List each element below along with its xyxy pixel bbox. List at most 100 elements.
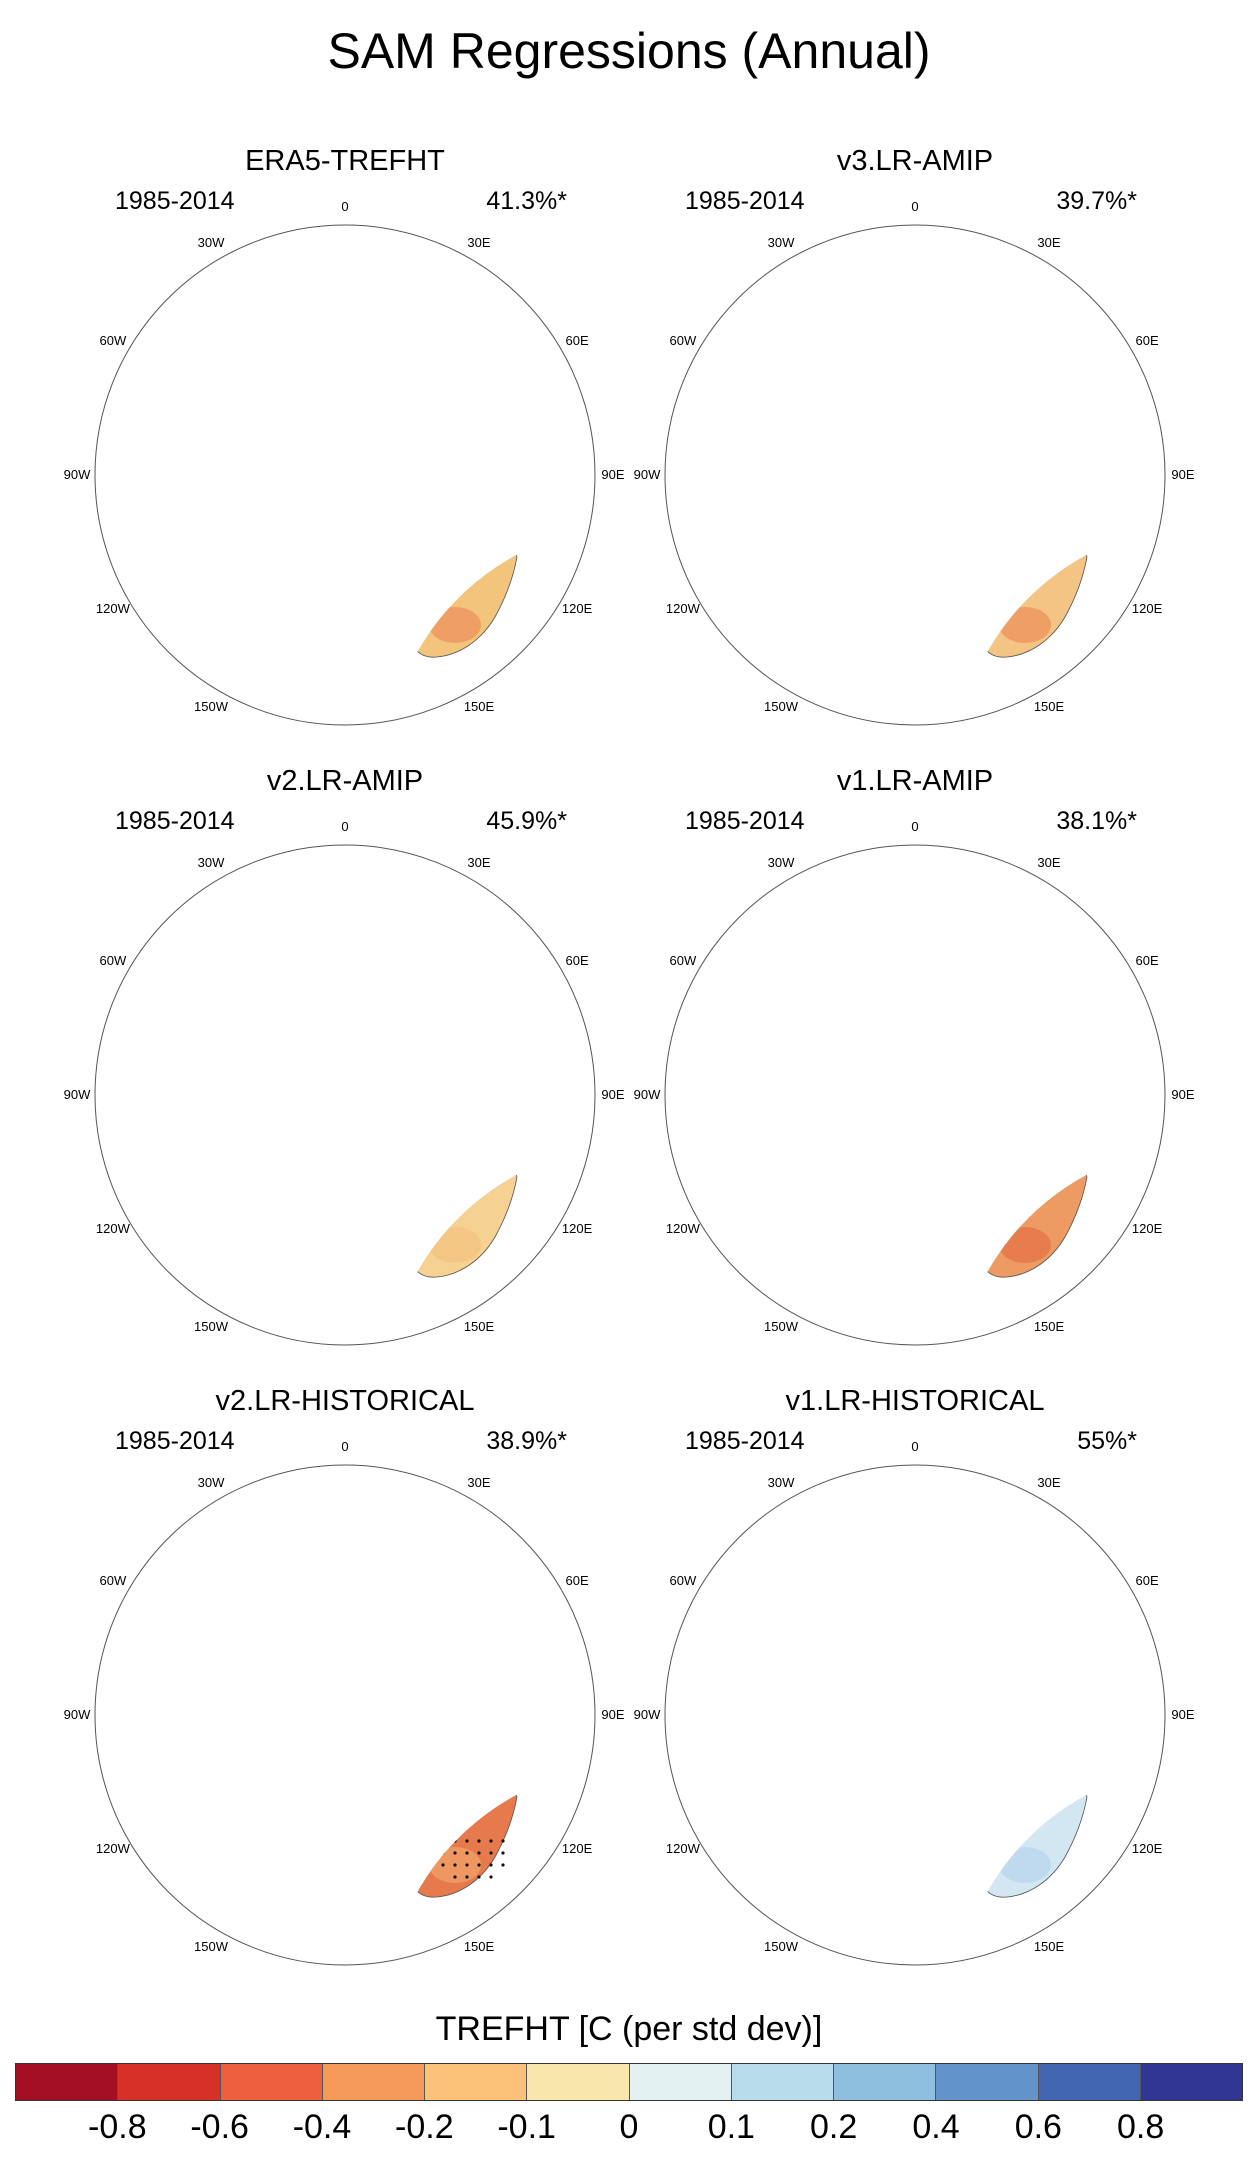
longitude-label: 0 — [341, 819, 348, 834]
polar-map: 030E60E90E120E150E180150W120W90W60W30W — [64, 819, 625, 1346]
panel-title: v1.LR-HISTORICAL — [785, 1385, 1045, 1417]
longitude-label: 150W — [194, 699, 229, 714]
panel-variance-percent: 38.9%* — [486, 1427, 567, 1455]
longitude-label: 60E — [1136, 333, 1159, 348]
longitude-label: 30E — [1037, 1475, 1060, 1490]
colorbar-label: 0.2 — [810, 2108, 858, 2146]
colorbar-swatch — [1038, 2064, 1141, 2100]
panel-v1-lr-amip: v1.LR-AMIP 1985-2014 38.1%* 0 30E 60E 90E 120E 1… — [625, 765, 1205, 1346]
map-background — [95, 1465, 595, 1965]
colorbar-label: -0.8 — [88, 2108, 147, 2146]
longitude-label: 120W — [96, 1841, 131, 1856]
map-background — [95, 225, 595, 725]
longitude-label: 120E — [1132, 1841, 1163, 1856]
polar-map: 030E60E90E120E150E180150W120W90W60W30W — [634, 819, 1195, 1346]
panel-variance-percent: 39.7%* — [1056, 187, 1137, 215]
panel-period: 1985-2014 — [685, 187, 805, 215]
colorbar-swatch — [16, 2064, 119, 2100]
longitude-label: 30E — [467, 855, 490, 870]
longitude-label: 150W — [194, 1939, 229, 1954]
longitude-label: 60E — [566, 1573, 589, 1588]
stipple-dot — [453, 1851, 457, 1855]
colorbar-label: -0.4 — [292, 2108, 352, 2146]
panel-variance-percent: 38.1%* — [1056, 807, 1137, 835]
longitude-label: 60W — [670, 1573, 697, 1588]
longitude-label: 0 — [341, 1439, 348, 1454]
longitude-label: 150E — [464, 1319, 495, 1334]
longitude-label: 120W — [666, 1841, 701, 1856]
longitude-label: 150E — [1034, 1939, 1065, 1954]
map-background — [95, 845, 595, 1345]
longitude-label: 90E — [601, 467, 624, 482]
map-boundary — [94, 1464, 596, 1966]
colorbar-swatch — [1140, 2064, 1242, 2100]
longitude-label: 60E — [1136, 1573, 1159, 1588]
longitude-label: 150E — [464, 699, 495, 714]
longitude-label: 60E — [566, 953, 589, 968]
map-boundary — [94, 224, 596, 726]
stipple-dot — [477, 1851, 481, 1855]
longitude-label: 120E — [1132, 601, 1163, 616]
colorbar-swatch — [629, 2064, 732, 2100]
panel-period: 1985-2014 — [115, 1427, 235, 1455]
panel-variance-percent: 45.9%* — [486, 807, 567, 835]
colorbar-swatch — [834, 2064, 937, 2100]
panel-title: v3.LR-AMIP — [836, 145, 994, 177]
panel-period: 1985-2014 — [115, 807, 235, 835]
stipple-dot — [477, 1839, 481, 1843]
longitude-label: 120W — [666, 1221, 701, 1236]
map-boundary — [664, 844, 1166, 1346]
stipple-dot — [465, 1851, 469, 1855]
longitude-label: 90W — [634, 1707, 661, 1722]
map-boundary — [664, 1464, 1166, 1966]
longitude-label: 0 — [911, 1439, 918, 1454]
polar-map: 030E60E90E120E150E180150W120W90W60W30W — [64, 199, 625, 726]
longitude-label: 150E — [464, 1939, 495, 1954]
stipple-dot — [465, 1875, 469, 1879]
longitude-label: 120W — [96, 601, 131, 616]
longitude-label: 90E — [601, 1707, 624, 1722]
stipple-dot — [489, 1863, 493, 1867]
panel-title: v2.LR-HISTORICAL — [215, 1385, 475, 1417]
stipple-dot — [489, 1839, 493, 1843]
polar-map: 030E60E90E120E150E180150W120W90W60W30W — [634, 1439, 1195, 1966]
longitude-label: 120E — [562, 1841, 593, 1856]
stipple-dot — [477, 1863, 481, 1867]
stipple-dot — [453, 1875, 457, 1879]
longitude-label: 60W — [670, 953, 697, 968]
colorbar-swatch — [936, 2064, 1039, 2100]
longitude-label: 30E — [467, 235, 490, 250]
colorbar — [15, 2063, 1243, 2101]
panel-period: 1985-2014 — [685, 1427, 805, 1455]
longitude-label: 90E — [1171, 1707, 1194, 1722]
panel-title: v1.LR-AMIP — [836, 765, 994, 797]
map-boundary — [664, 224, 1166, 726]
longitude-label: 150W — [194, 1319, 229, 1334]
stipple-dot — [465, 1839, 469, 1843]
colorbar-label: -0.2 — [395, 2108, 454, 2146]
longitude-label: 30E — [1037, 235, 1060, 250]
stipple-dot — [453, 1863, 457, 1867]
longitude-label: 60W — [100, 1573, 127, 1588]
figure-title: SAM Regressions (Annual) — [327, 23, 931, 79]
panel-title: ERA5-TREFHT — [245, 145, 445, 177]
colorbar-swatch — [220, 2064, 323, 2100]
longitude-label: 90W — [634, 1087, 661, 1102]
longitude-label: 120W — [666, 601, 701, 616]
longitude-label: 30W — [768, 1475, 795, 1490]
colorbar-swatch — [731, 2064, 834, 2100]
longitude-label: 0 — [911, 199, 918, 214]
stipple-dot — [501, 1839, 505, 1843]
colorbar-label: 0.4 — [912, 2108, 960, 2146]
stipple-dot — [477, 1875, 481, 1879]
panel-v3-lr-amip: v3.LR-AMIP 1985-2014 39.7%* 0 30E 60E 90E 120E 1… — [625, 145, 1205, 726]
colorbar-swatch — [527, 2064, 630, 2100]
colorbar-label: -0.1 — [497, 2108, 556, 2146]
longitude-label: 150E — [1034, 1319, 1065, 1334]
longitude-label: 90W — [64, 1707, 91, 1722]
stipple-dot — [441, 1863, 445, 1867]
longitude-label: 150W — [764, 1939, 799, 1954]
longitude-label: 0 — [911, 819, 918, 834]
longitude-label: 60E — [1136, 953, 1159, 968]
panel-v2-lr-amip: v2.LR-AMIP 1985-2014 45.9%* 0 30E 60E 90E 120E 1… — [55, 765, 635, 1346]
